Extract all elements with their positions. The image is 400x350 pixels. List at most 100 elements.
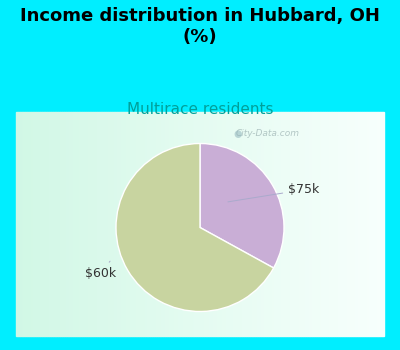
Bar	[154, 112, 156, 336]
Bar	[276, 112, 277, 336]
Wedge shape	[116, 144, 274, 312]
Bar	[353, 112, 354, 336]
Bar	[281, 112, 283, 336]
Bar	[47, 112, 49, 336]
Bar	[139, 112, 141, 336]
Bar	[213, 112, 215, 336]
Wedge shape	[200, 144, 284, 268]
Bar	[64, 112, 66, 336]
Bar	[178, 112, 180, 336]
Bar	[106, 112, 108, 336]
Bar	[222, 112, 224, 336]
Bar	[161, 112, 163, 336]
Bar	[167, 112, 169, 336]
Bar	[296, 112, 298, 336]
Bar	[253, 112, 255, 336]
Bar	[25, 112, 27, 336]
Bar	[163, 112, 165, 336]
Bar	[342, 112, 344, 336]
Bar	[344, 112, 345, 336]
Bar	[185, 112, 187, 336]
Bar	[46, 112, 47, 336]
Bar	[220, 112, 222, 336]
Bar	[130, 112, 132, 336]
Bar	[277, 112, 279, 336]
Bar	[97, 112, 99, 336]
Bar	[36, 112, 38, 336]
Bar	[126, 112, 128, 336]
Bar	[215, 112, 216, 336]
Bar	[150, 112, 152, 336]
Bar	[90, 112, 92, 336]
Bar	[218, 112, 220, 336]
Bar	[80, 112, 82, 336]
Bar	[316, 112, 318, 336]
Bar	[242, 112, 244, 336]
Bar	[170, 112, 172, 336]
Bar	[345, 112, 347, 336]
Bar	[327, 112, 329, 336]
Bar	[257, 112, 259, 336]
Bar	[138, 112, 139, 336]
Bar	[182, 112, 184, 336]
Bar	[378, 112, 380, 336]
Bar	[204, 112, 206, 336]
Bar	[68, 112, 69, 336]
Bar	[310, 112, 312, 336]
Bar	[169, 112, 170, 336]
Bar	[134, 112, 136, 336]
Bar	[207, 112, 209, 336]
Bar	[382, 112, 384, 336]
Bar	[362, 112, 364, 336]
Bar	[27, 112, 29, 336]
Bar	[347, 112, 349, 336]
Bar	[82, 112, 84, 336]
Bar	[152, 112, 154, 336]
Bar	[368, 112, 369, 336]
Bar	[325, 112, 327, 336]
Bar	[246, 112, 248, 336]
Bar	[248, 112, 250, 336]
Bar	[95, 112, 97, 336]
Bar	[200, 112, 202, 336]
Bar	[69, 112, 71, 336]
Bar	[366, 112, 368, 336]
Bar	[148, 112, 150, 336]
Bar	[32, 112, 34, 336]
Bar	[73, 112, 75, 336]
Bar	[75, 112, 77, 336]
Bar	[18, 112, 20, 336]
Bar	[283, 112, 285, 336]
Bar	[156, 112, 158, 336]
Bar	[172, 112, 174, 336]
Bar	[119, 112, 121, 336]
Bar	[196, 112, 198, 336]
Bar	[202, 112, 204, 336]
Bar	[364, 112, 366, 336]
Bar	[176, 112, 178, 336]
Bar	[288, 112, 290, 336]
Bar	[194, 112, 196, 336]
Bar	[235, 112, 237, 336]
Bar	[112, 112, 114, 336]
Bar	[224, 112, 226, 336]
Bar	[237, 112, 239, 336]
Bar	[239, 112, 240, 336]
Bar	[332, 112, 334, 336]
Bar	[322, 112, 323, 336]
Bar	[373, 112, 375, 336]
Bar	[312, 112, 314, 336]
Bar	[307, 112, 308, 336]
Bar	[323, 112, 325, 336]
Bar	[209, 112, 211, 336]
Bar	[228, 112, 230, 336]
Bar	[299, 112, 301, 336]
Bar	[244, 112, 246, 336]
Bar	[216, 112, 218, 336]
Bar	[136, 112, 138, 336]
Bar	[71, 112, 73, 336]
Text: City-Data.com: City-Data.com	[235, 129, 299, 138]
Bar	[250, 112, 252, 336]
Bar	[305, 112, 307, 336]
Bar	[270, 112, 272, 336]
